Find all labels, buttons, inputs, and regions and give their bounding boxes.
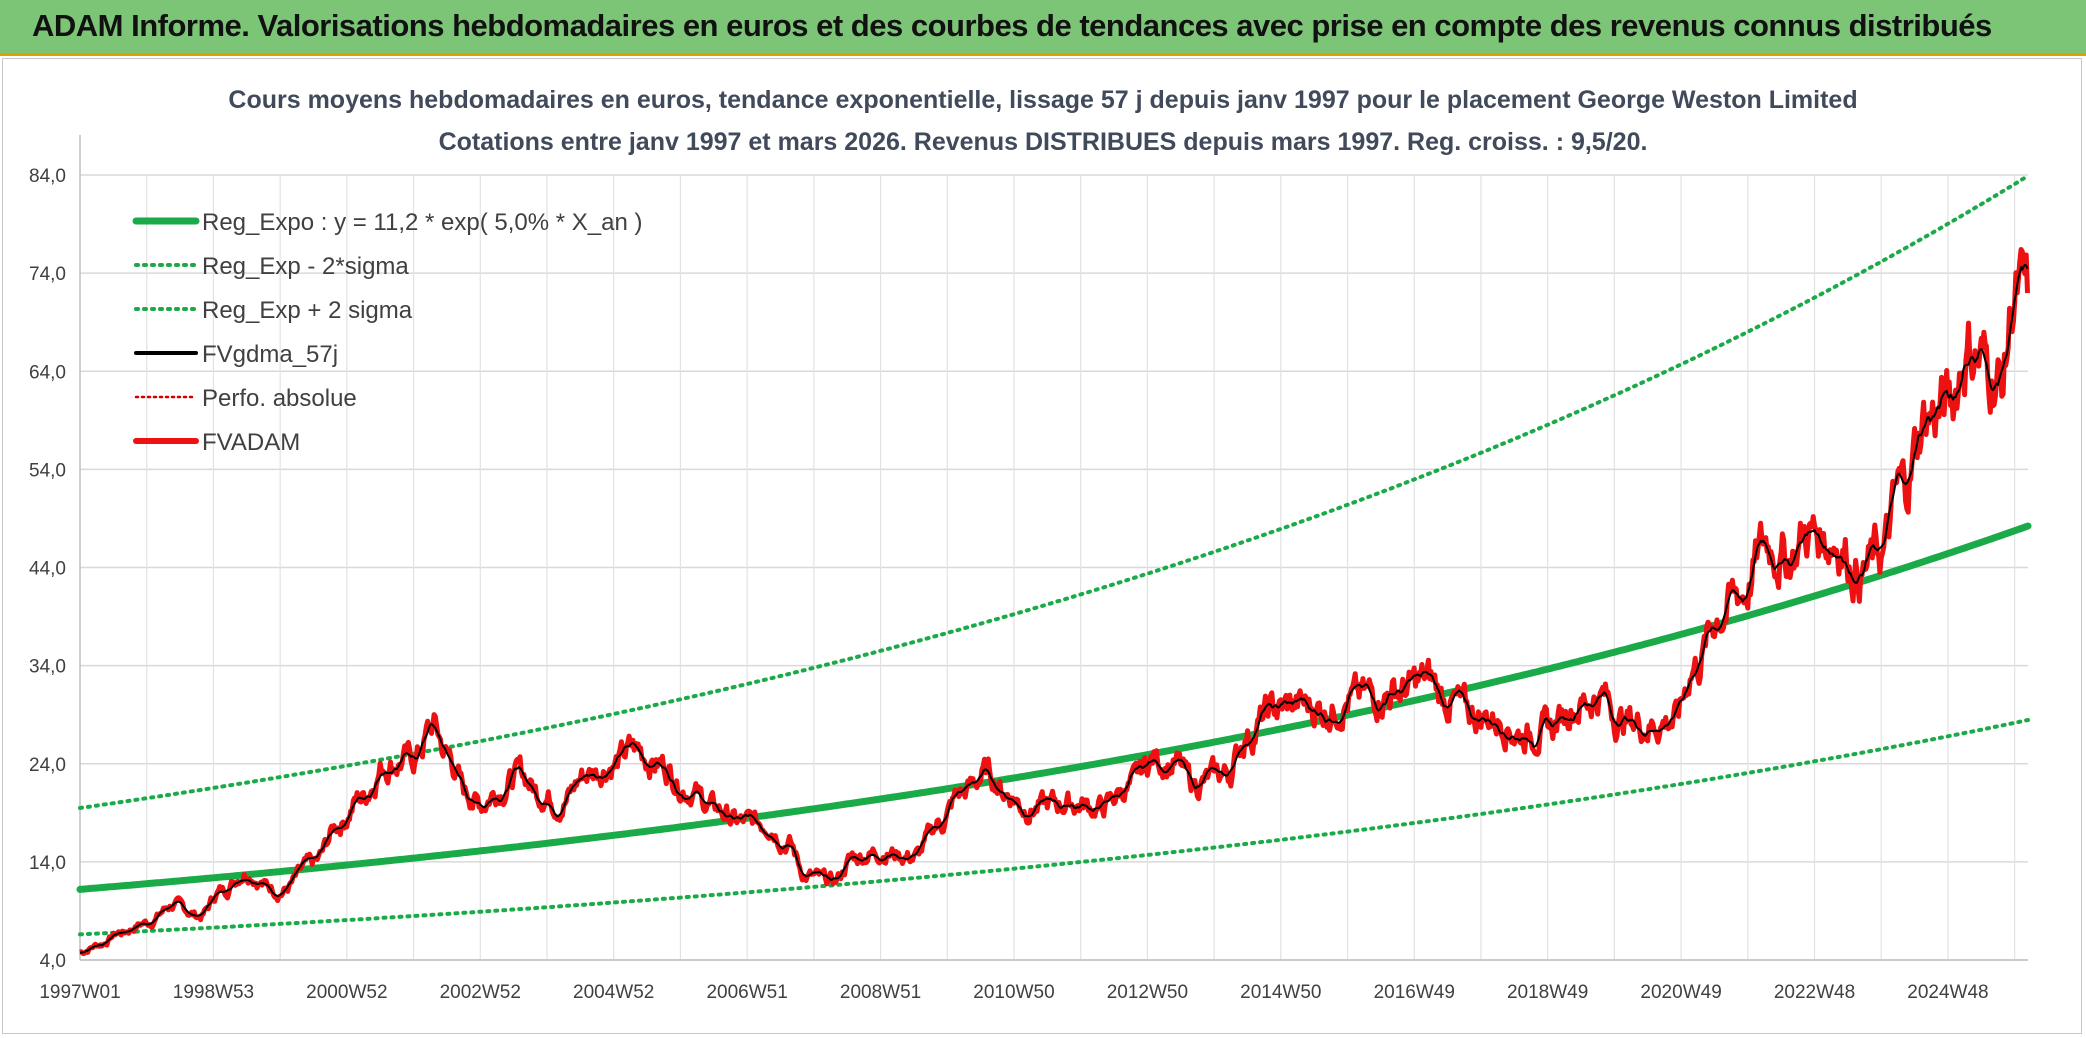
reg-exp-minus-2sigma-line [78, 718, 2030, 937]
y-tick-label: 74,0 [29, 264, 66, 285]
legend-label: Perfo. absolue [202, 385, 357, 412]
x-tick-label: 2020W49 [1640, 982, 1721, 1003]
plot-axes: 4,0 14,0 24,0 34,0 44,0 54,0 64,0 74,0 84,0 1997W… [29, 135, 2028, 1003]
plot-grid [80, 174, 2028, 961]
fvadam-line [78, 247, 2030, 957]
x-tick-label: 2004W52 [573, 982, 654, 1003]
x-tick-label: 2010W50 [973, 982, 1054, 1003]
y-tick-label: 84,0 [29, 166, 66, 187]
plot-series [76, 173, 2032, 957]
chart-frame [2, 58, 2082, 1034]
x-tick-label: 2018W49 [1507, 982, 1588, 1003]
x-tick-label: 2002W52 [440, 982, 521, 1003]
x-tick-label: 2014W50 [1240, 982, 1321, 1003]
report-banner: ADAM Informe. Valorisations hebdomadaire… [0, 0, 2086, 56]
chart-title: Cours moyens hebdomadaires en euros, ten… [228, 86, 1858, 114]
x-tick-label: 2024W48 [1907, 982, 1988, 1003]
x-tick-label: 2000W52 [306, 982, 387, 1003]
chart-legend: Reg_Expo : y = 11,2 * exp( 5,0% * X_an )… [132, 209, 642, 456]
y-tick-label: 54,0 [29, 460, 66, 481]
legend-label: FVgdma_57j [202, 341, 338, 368]
x-tick-label: 2012W50 [1107, 982, 1188, 1003]
reg-expo-line [76, 522, 2032, 893]
x-tick-label: 2008W51 [840, 982, 921, 1003]
legend-label: Reg_Exp + 2 sigma [202, 297, 413, 324]
y-tick-label: 44,0 [29, 559, 66, 580]
legend-label: Reg_Exp - 2*sigma [202, 253, 409, 280]
legend-label: FVADAM [202, 429, 300, 456]
y-tick-label: 14,0 [29, 853, 66, 874]
x-tick-label: 1997W01 [39, 982, 120, 1003]
fvgdma-57j-line [79, 263, 2029, 954]
banner-title: ADAM Informe. Valorisations hebdomadaire… [32, 8, 1992, 43]
x-tick-label: 2022W48 [1774, 982, 1855, 1003]
chart-subtitle: Cotations entre janv 1997 et mars 2026. … [438, 128, 1648, 156]
y-tick-label: 24,0 [29, 755, 66, 776]
x-tick-label: 2016W49 [1374, 982, 1455, 1003]
x-tick-label: 1998W53 [173, 982, 254, 1003]
legend-label: Reg_Expo : y = 11,2 * exp( 5,0% * X_an ) [202, 209, 642, 236]
y-tick-label: 34,0 [29, 657, 66, 678]
y-tick-label: 4,0 [40, 951, 66, 972]
x-tick-label: 2006W51 [706, 982, 787, 1003]
y-tick-label: 64,0 [29, 362, 66, 383]
